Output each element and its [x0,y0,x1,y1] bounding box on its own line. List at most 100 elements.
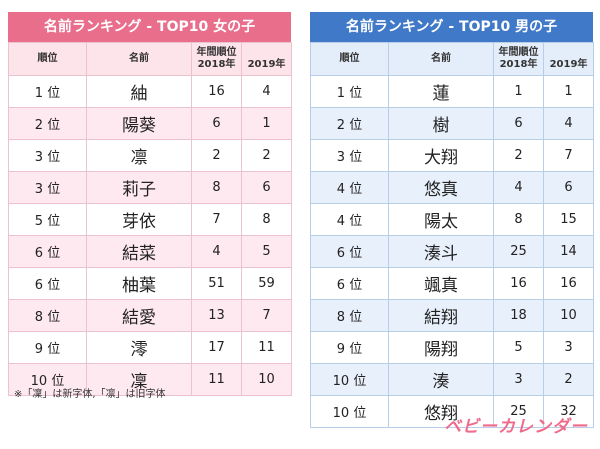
boys-table-header: 順位 名前 年間順位 2018年 2019年 [310,42,594,76]
table-row: 10 位悠翔 25 32 [310,395,594,428]
name-cell: 陽太 [388,203,494,236]
year-2019-label: 2019年 [247,59,286,70]
name-cell: 紬 [86,75,192,108]
name-cell: 結菜 [86,235,192,268]
table-row: 6 位湊斗 25 14 [310,235,594,268]
rank-2018-cell: 2 [493,139,544,172]
rank-2019-cell: 14 [543,235,594,268]
name-cell: 陽葵 [86,107,192,140]
rank-cell: 5 位 [8,203,87,236]
girls-table-header: 順位 名前 年間順位 2018年 2019年 [8,42,292,76]
rank-2018-cell: 13 [191,299,242,332]
rank-cell: 6 位 [310,267,389,300]
table-row: 5 位芽依 7 8 [8,203,292,236]
rank-cell: 10 位 [310,395,389,428]
rank-2019-cell: 32 [543,395,594,428]
girls-ranking-title: 名前ランキング - TOP10 女の子 [8,12,291,42]
rank-2019-cell: 7 [543,139,594,172]
rank-2018-cell: 6 [191,107,242,140]
year-2019-header: 2019年 [241,42,292,76]
table-row: 6 位颯真 16 16 [310,267,594,300]
rank-2018-cell: 8 [191,171,242,204]
rank-2019-cell: 4 [543,107,594,140]
rank-2018-cell: 25 [493,395,544,428]
rank-cell: 9 位 [310,331,389,364]
rank-header: 順位 [310,42,389,76]
table-row: 8 位結愛 13 7 [8,299,292,332]
year-2018-header: 年間順位 2018年 [493,42,544,76]
rank-cell: 6 位 [8,267,87,300]
table-row: 2 位陽葵 6 1 [8,107,292,140]
rank-2018-cell: 8 [493,203,544,236]
table-row: 9 位澪 17 11 [8,331,292,364]
rank-2018-cell: 11 [191,363,242,396]
rank-cell: 8 位 [8,299,87,332]
table-row: 1 位紬 16 4 [8,75,292,108]
rank-2019-cell: 1 [241,107,292,140]
rank-cell: 3 位 [310,139,389,172]
rank-cell: 2 位 [310,107,389,140]
girls-ranking-panel: 名前ランキング - TOP10 女の子 順位 名前 年間順位 2018年 201… [8,12,292,396]
rank-cell: 10 位 [8,363,87,396]
table-row: 6 位結菜 4 5 [8,235,292,268]
rank-cell: 3 位 [8,171,87,204]
annual-rank-header: 年間順位 [498,47,539,58]
year-2018-label: 2018年 [499,59,538,70]
name-cell: 陽翔 [388,331,494,364]
rank-2018-cell: 25 [493,235,544,268]
rank-2019-cell: 6 [543,171,594,204]
rank-cell: 1 位 [8,75,87,108]
name-header: 名前 [86,42,192,76]
rank-2019-cell: 3 [543,331,594,364]
boys-ranking-title: 名前ランキング - TOP10 男の子 [310,12,593,42]
name-cell: 澪 [86,331,192,364]
table-row: 4 位陽太 8 15 [310,203,594,236]
rank-2019-cell: 15 [543,203,594,236]
table-row: 3 位莉子 8 6 [8,171,292,204]
rank-2018-cell: 4 [191,235,242,268]
rank-2019-cell: 10 [543,299,594,332]
year-2019-header: 2019年 [543,42,594,76]
table-row: 4 位悠真 4 6 [310,171,594,204]
rank-2019-cell: 5 [241,235,292,268]
rank-2018-cell: 51 [191,267,242,300]
rank-cell: 9 位 [8,331,87,364]
rank-2018-cell: 17 [191,331,242,364]
rank-cell: 1 位 [310,75,389,108]
rank-2018-cell: 7 [191,203,242,236]
table-row: 8 位結翔 18 10 [310,299,594,332]
name-cell: 莉子 [86,171,192,204]
rank-2018-cell: 3 [493,363,544,396]
rank-2018-cell: 6 [493,107,544,140]
rank-2019-cell: 11 [241,331,292,364]
boys-ranking-panel: 名前ランキング - TOP10 男の子 順位 名前 年間順位 2018年 201… [310,12,594,428]
girls-ranking-table: 順位 名前 年間順位 2018年 2019年 1 位紬 16 4 2 位陽葵 6 1 3 位… [8,42,292,396]
name-cell: 結愛 [86,299,192,332]
rank-cell: 10 位 [310,363,389,396]
rank-2019-cell: 2 [241,139,292,172]
name-cell: 湊斗 [388,235,494,268]
rank-cell: 4 位 [310,171,389,204]
rank-2018-cell: 4 [493,171,544,204]
year-2019-label: 2019年 [549,59,588,70]
rank-2019-cell: 6 [241,171,292,204]
rank-cell: 8 位 [310,299,389,332]
rank-2019-cell: 7 [241,299,292,332]
rank-2018-cell: 16 [191,75,242,108]
brand-logo: ベビーカレンダー [444,417,588,437]
name-cell: 樹 [388,107,494,140]
name-cell: 結翔 [388,299,494,332]
name-cell: 柚葉 [86,267,192,300]
rank-cell: 6 位 [310,235,389,268]
rank-2019-cell: 16 [543,267,594,300]
name-cell: 芽依 [86,203,192,236]
name-cell: 悠翔 [388,395,494,428]
rank-2019-cell: 1 [543,75,594,108]
rank-2019-cell: 8 [241,203,292,236]
rank-cell: 6 位 [8,235,87,268]
name-cell: 大翔 [388,139,494,172]
name-cell: 凛 [86,139,192,172]
